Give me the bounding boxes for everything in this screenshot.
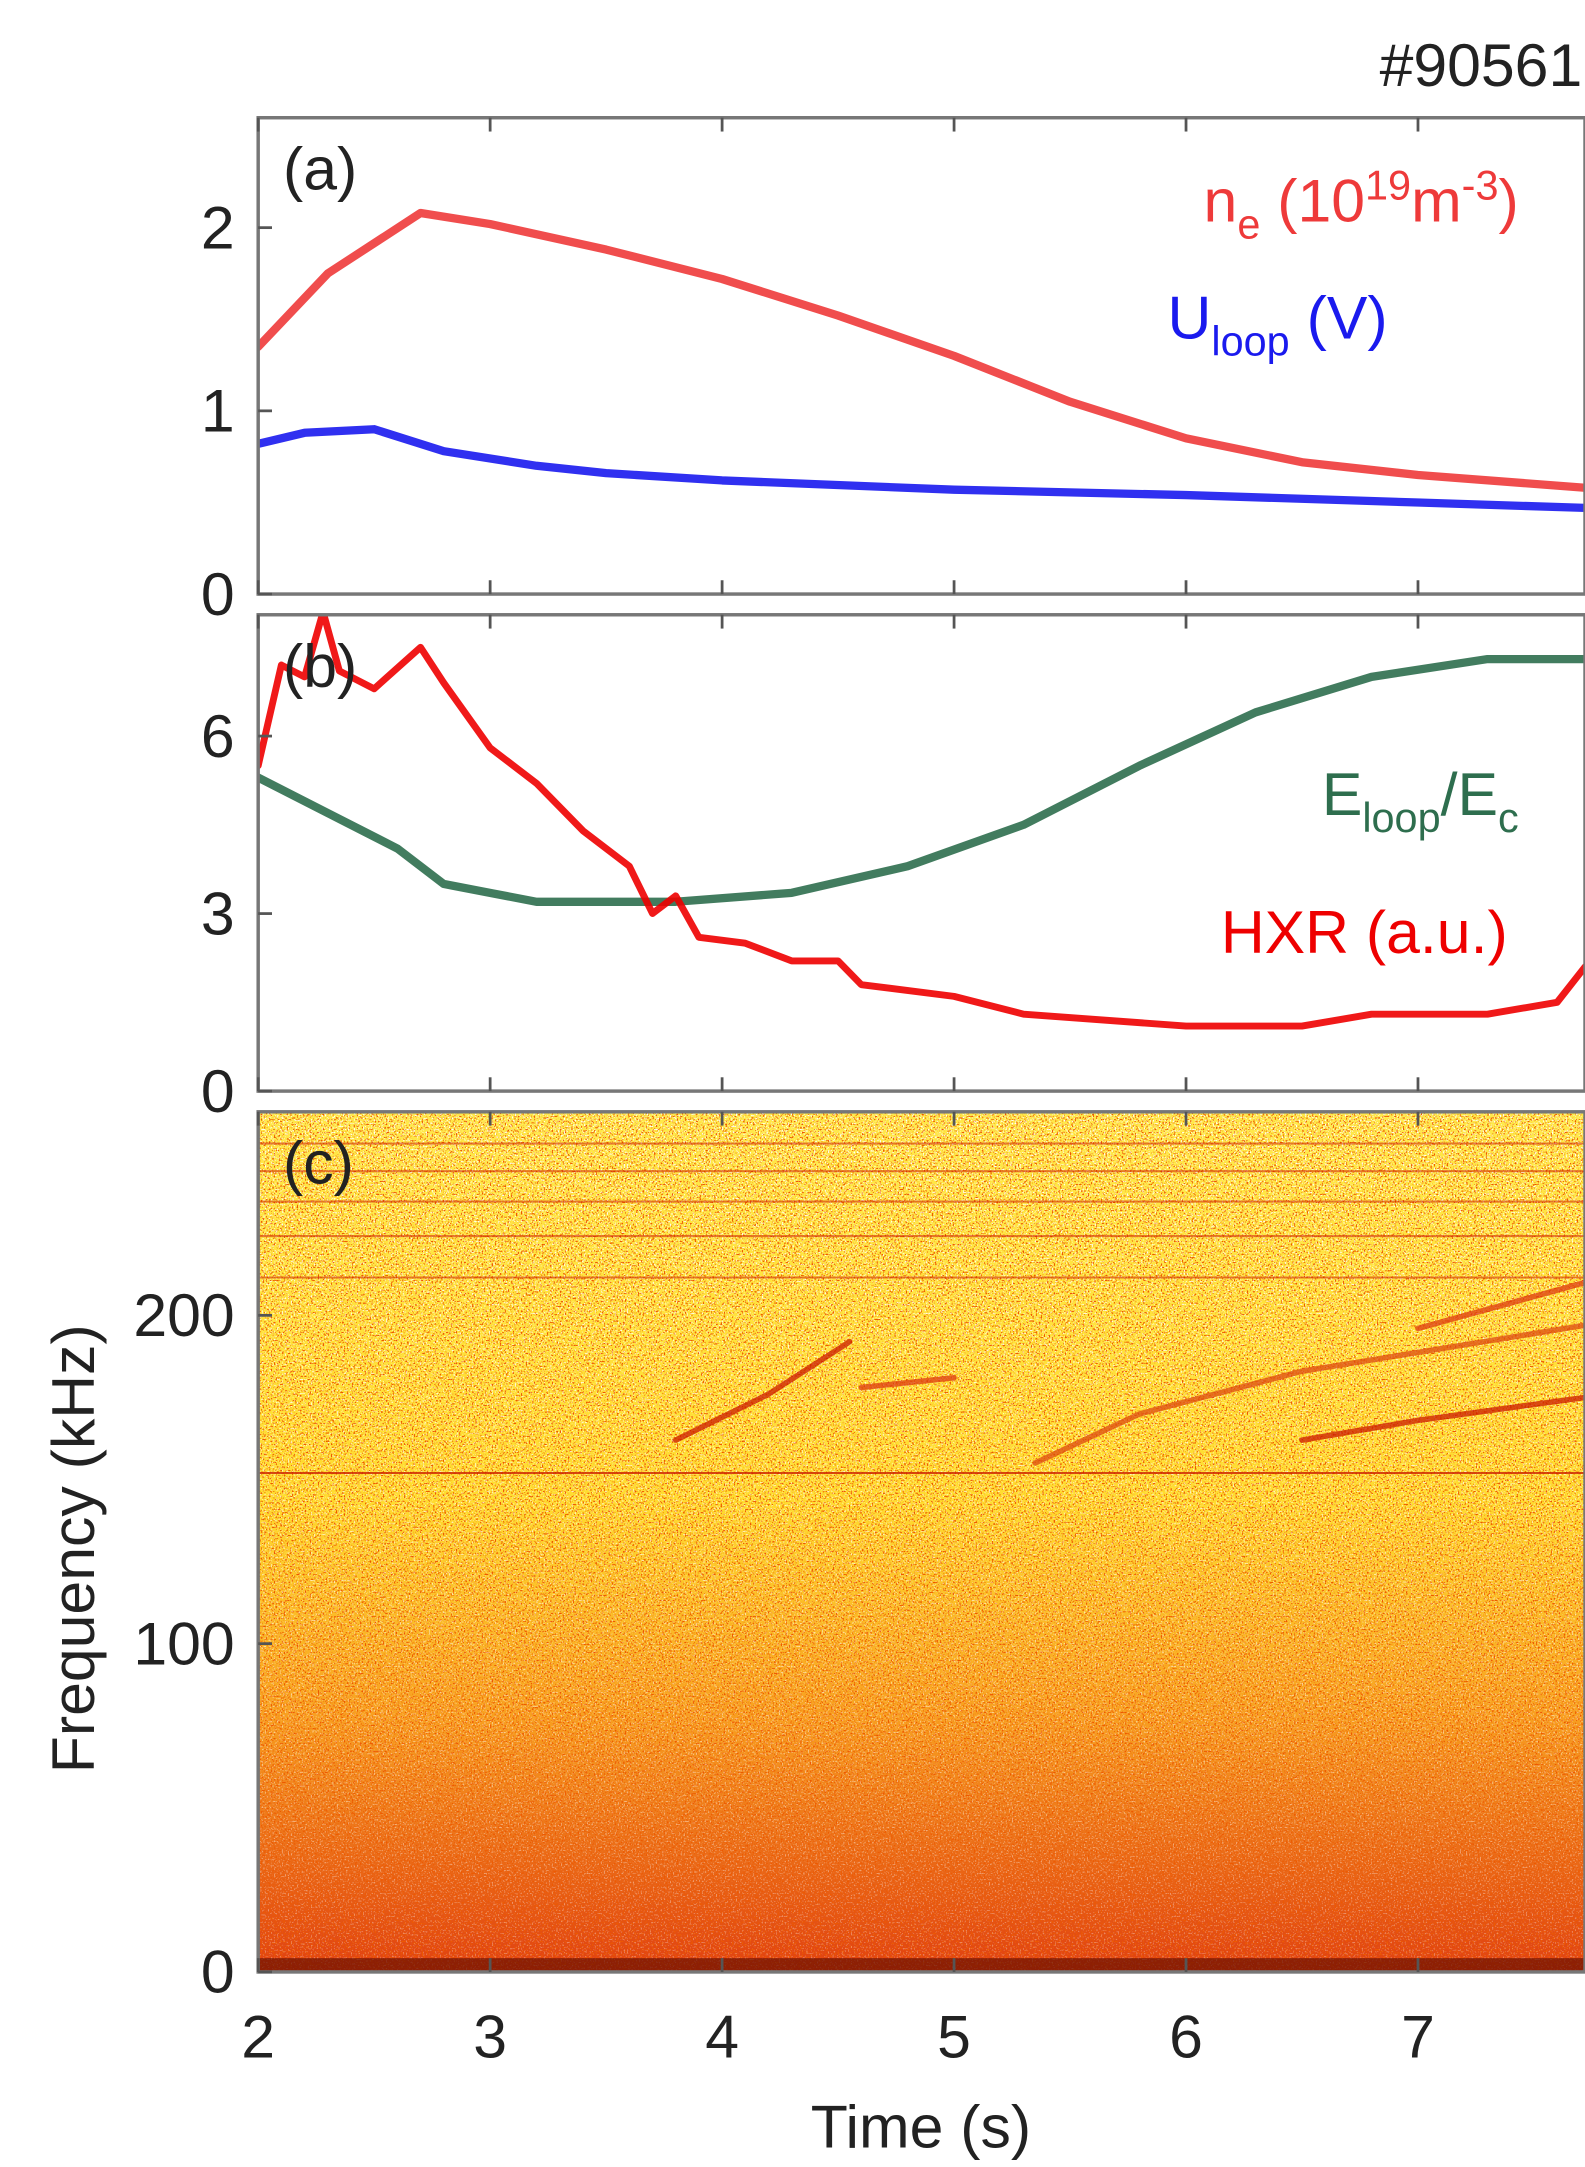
- data-line: [258, 425, 1585, 513]
- x-tick-label: 5: [937, 2003, 971, 2071]
- y-tick-label: 100: [133, 1609, 234, 1677]
- x-tick-label: 4: [705, 2003, 739, 2071]
- panel-frame: [256, 116, 1585, 596]
- spectrogram-bands: [258, 1142, 1585, 1279]
- y-axis-label: Frequency (kHz): [39, 1324, 107, 1773]
- legend-label: Eloop/Ec: [1322, 760, 1519, 841]
- data-line: [1032, 1322, 1585, 1466]
- legend-label: Uloop (V): [1168, 284, 1388, 365]
- data-line: [258, 208, 1585, 492]
- panel: [258, 614, 1585, 1030]
- y-tick-label: 2: [201, 193, 235, 261]
- y-tick-label: 1: [201, 377, 235, 445]
- spectrogram-noise: [258, 1111, 1585, 1972]
- data-line: [858, 1374, 957, 1391]
- y-tick-label: 200: [133, 1281, 234, 1349]
- y-tick-label: 3: [201, 879, 235, 947]
- panel-label: (c): [283, 1129, 354, 1197]
- panel-label: (b): [283, 632, 357, 700]
- x-tick-label: 7: [1401, 2003, 1435, 2071]
- data-line: [1299, 1394, 1585, 1443]
- y-tick-label: 0: [201, 1938, 235, 2006]
- data-line: [1415, 1279, 1585, 1332]
- x-tick-label: 2: [241, 2003, 275, 2071]
- spectrogram-floor: [258, 1958, 1585, 1972]
- shot-number: #90561: [1380, 31, 1583, 99]
- panel-frame: [256, 613, 1585, 1093]
- panel: [258, 208, 1585, 513]
- y-tick-label: 6: [201, 702, 235, 770]
- spectrogram-background: [258, 1111, 1585, 1972]
- panel: [258, 1279, 1585, 1475]
- x-tick-label: 6: [1169, 2003, 1203, 2071]
- x-tick-label: 3: [473, 2003, 507, 2071]
- x-axis-label: Time (s): [811, 2092, 1031, 2160]
- data-line: [672, 1338, 853, 1443]
- y-tick-label: 0: [201, 1057, 235, 1125]
- data-line: [258, 614, 1585, 1030]
- panel-frame: [256, 1110, 1585, 1974]
- legend-label: HXR (a.u.): [1221, 898, 1508, 966]
- panel-label: (a): [283, 135, 357, 203]
- legend-label: ne (1019m-3): [1204, 162, 1519, 247]
- data-line: [258, 654, 1585, 906]
- y-tick-label: 0: [201, 560, 235, 628]
